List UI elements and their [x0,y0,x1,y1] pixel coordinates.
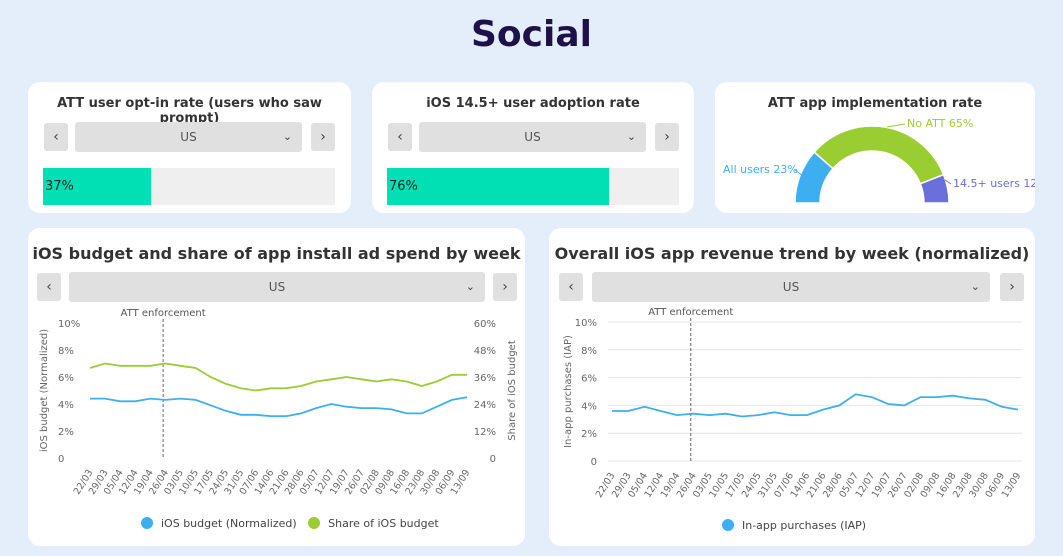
select-value: US [524,130,541,144]
country-select[interactable]: US ⌄ [75,122,302,152]
gauge-label: All users 23% [723,163,798,176]
series-line [90,396,468,418]
y2-tick-label: 48% [474,346,496,357]
country-select[interactable]: US ⌄ [69,272,485,302]
y-tick-label: 8% [581,346,597,357]
chevron-left-icon: ‹ [53,129,59,145]
y-tick-label: 4% [581,401,597,412]
legend-item-iap: In-app purchases (IAP) [722,519,866,532]
gauge-slice-2 [919,173,950,204]
card-title: iOS 14.5+ user adoption rate [426,96,640,111]
legend-item-ios-budget: iOS budget (Normalized) [141,517,297,530]
y-tick-label: 4% [58,400,74,411]
chart-legend: In-app purchases (IAP) [722,519,866,532]
gauge-slice-1 [813,125,945,185]
chevron-left-icon: ‹ [46,279,52,295]
y2-tick-label: 36% [474,373,496,384]
chevron-down-icon: ⌄ [465,280,475,293]
chevron-right-icon: › [502,279,508,295]
card-title: iOS budget and share of app install ad s… [32,244,521,263]
prev-button[interactable]: ‹ [37,273,61,301]
y2-tick-label: 12% [474,427,496,438]
select-value: US [268,280,286,294]
att-opt-in-card: ATT user opt-in rate (users who saw prom… [28,82,351,213]
ios-budget-card: iOS budget and share of app install ad s… [28,228,525,546]
ios-budget-chart: 10% 8% 6% 4% 2% 0 60% 48% 36% 24% 12% 0 iOS budget (… [39,308,518,497]
progress-label: 76% [389,179,418,194]
y-tick-label: 2% [58,427,74,438]
ios-revenue-card: Overall iOS app revenue trend by week (n… [549,228,1035,546]
gauge-leader-line [944,179,952,185]
select-value: US [180,130,197,144]
att-implementation-gauge: All users 23% No ATT 65% 14.5+ users 12% [723,117,1035,204]
chevron-right-icon: › [320,129,326,145]
chevron-right-icon: › [1009,279,1015,295]
chevron-left-icon: ‹ [397,129,403,145]
progress-fill [43,168,152,205]
y-tick-label: 0 [591,457,597,468]
y2-tick-label: 0 [490,454,496,465]
y-tick-label: 0 [58,454,64,465]
chevron-right-icon: › [664,129,670,145]
gauge-leader-line [794,169,804,177]
country-select[interactable]: US ⌄ [592,272,990,302]
chevron-down-icon: ⌄ [282,130,292,143]
y-tick-label: 10% [575,318,597,329]
series-line [89,362,467,392]
chevron-left-icon: ‹ [568,279,574,295]
att-implementation-card: ATT app implementation rate All users 23… [715,82,1035,213]
y-axis-label: In-app purchases (IAP) [563,335,574,448]
y-tick-label: 6% [581,374,597,385]
y2-tick-label: 60% [474,319,496,330]
y-tick-label: 8% [58,346,74,357]
legend-label: In-app purchases (IAP) [742,519,867,532]
select-value: US [782,280,800,294]
card-title: ATT app implementation rate [767,96,983,111]
progress-bar: 37% [43,168,335,205]
chevron-down-icon: ⌄ [626,130,636,143]
y2-axis-label: Share of iOS budget [507,340,518,441]
y-axis-label: iOS budget (Normalized) [39,329,50,452]
page-title: Social [471,14,592,55]
gauge-label: No ATT 65% [907,117,973,130]
next-button[interactable]: › [1000,273,1024,301]
ios-adoption-card: iOS 14.5+ user adoption rate ‹ US ⌄ › 76… [372,82,694,213]
next-button[interactable]: › [493,273,517,301]
series-line [612,393,1019,418]
card-title: Overall iOS app revenue trend by week (n… [554,244,1030,263]
ios-revenue-chart: 10%8%6%4%2%0In-app purchases (IAP)22/032… [563,307,1024,500]
legend-label: iOS budget (Normalized) [161,517,297,530]
annotation-label: ATT enforcement [648,307,733,318]
progress-label: 37% [45,179,74,194]
y2-tick-label: 24% [474,400,496,411]
progress-fill [387,168,609,205]
prev-button[interactable]: ‹ [559,273,583,301]
gauge-label: 14.5+ users 12% [953,177,1035,190]
y-tick-label: 2% [581,429,597,440]
prev-button[interactable]: ‹ [388,123,412,151]
progress-bar: 76% [387,168,679,205]
y-tick-label: 10% [58,319,80,330]
gauge-leader-line [886,123,906,128]
chevron-down-icon: ⌄ [970,280,980,293]
next-button[interactable]: › [311,123,335,151]
legend-item-share: Share of iOS budget [308,517,439,530]
country-select[interactable]: US ⌄ [419,122,646,152]
y-tick-label: 6% [58,373,74,384]
chart-legend: iOS budget (Normalized) Share of iOS bud… [141,517,439,530]
legend-label: Share of iOS budget [328,517,439,530]
prev-button[interactable]: ‹ [44,123,68,151]
annotation-label: ATT enforcement [121,308,206,319]
next-button[interactable]: › [655,123,679,151]
